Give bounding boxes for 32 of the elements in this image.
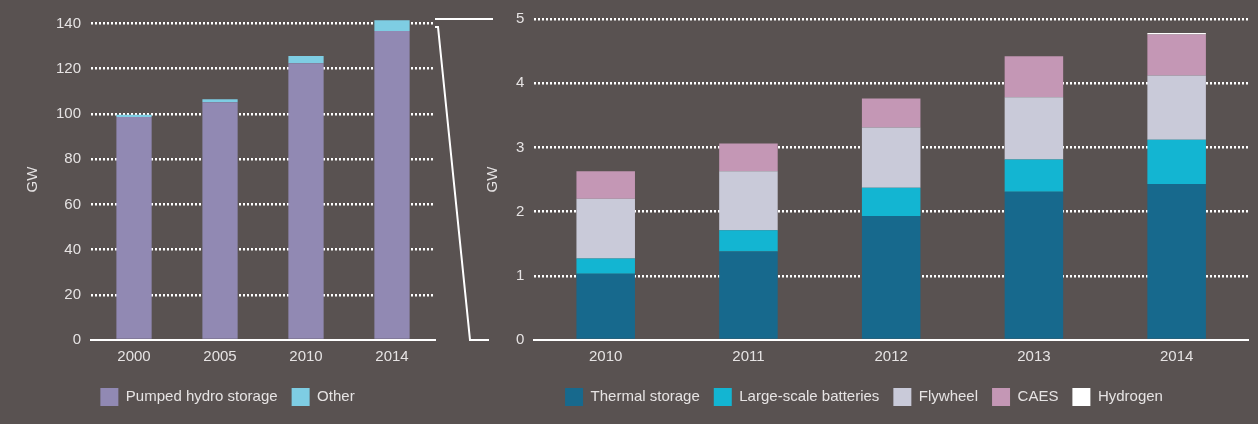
x-tick-label: 2011 (732, 347, 765, 365)
legend-label: Hydrogen (1097, 387, 1163, 405)
x-tick-label: 2010 (589, 347, 623, 365)
x-tick-label: 2000 (117, 347, 151, 365)
y-tick-label: 40 (64, 239, 82, 257)
legend-label: Flywheel (918, 387, 979, 405)
y-axis-title: GW (483, 165, 501, 193)
legend-label: Other (317, 387, 355, 405)
legend-label: CAES (1017, 387, 1059, 405)
legend-label: Large-scale batteries (739, 387, 880, 405)
legend-label: Thermal storage (590, 387, 700, 405)
x-tick-label: 2013 (1017, 347, 1051, 365)
y-tick-label: 120 (56, 58, 82, 76)
y-tick-label: 100 (56, 104, 82, 122)
y-tick-label: 140 (56, 13, 82, 31)
y-tick-label: 0 (72, 330, 82, 348)
y-tick-label: 20 (64, 284, 82, 302)
x-tick-label: 2014 (375, 347, 409, 365)
x-tick-label: 2005 (203, 347, 237, 365)
y-tick-label: 0 (516, 330, 525, 348)
x-tick-label: 2010 (289, 347, 323, 365)
y-tick-label: 80 (64, 149, 82, 167)
y-tick-label: 60 (64, 194, 82, 212)
y-tick-label: 5 (516, 9, 525, 27)
y-tick-label: 4 (516, 73, 525, 91)
x-tick-label: 2012 (874, 347, 908, 365)
x-tick-label: 2014 (1159, 347, 1194, 365)
y-tick-label: 3 (516, 137, 525, 155)
y-tick-label: 1 (516, 265, 525, 283)
y-tick-label: 2 (516, 201, 525, 219)
legend-label: Pumped hydro storage (125, 387, 278, 405)
y-axis-title: GW (23, 165, 41, 193)
